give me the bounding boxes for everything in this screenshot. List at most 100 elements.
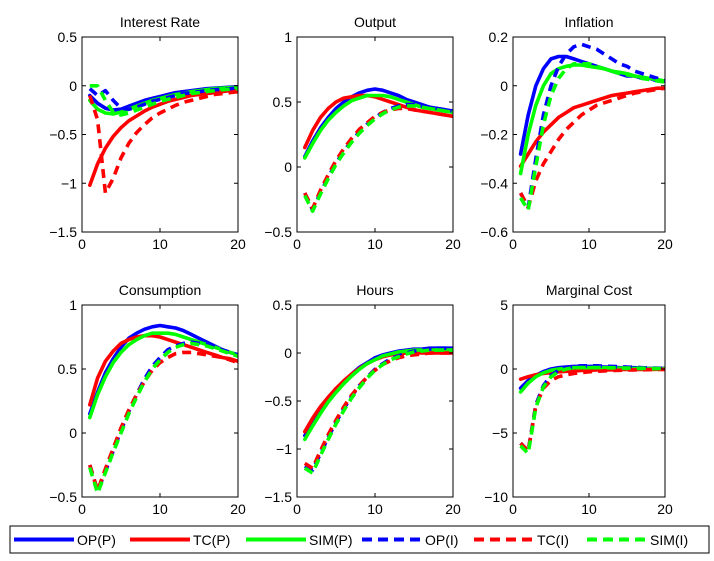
- y-tick-label: −1: [276, 441, 292, 457]
- x-tick-label: 0: [293, 501, 301, 517]
- series-line-sim-i: [519, 365, 665, 456]
- x-tick-label: 0: [78, 501, 86, 517]
- y-tick-label: 1: [69, 297, 77, 313]
- legend-label: TC(P): [193, 532, 230, 548]
- x-tick-label: 20: [230, 236, 246, 252]
- y-tick-label: −0.2: [480, 127, 508, 143]
- series-line-tc-p: [303, 351, 453, 434]
- series-group: [88, 84, 238, 195]
- y-tick-label: 0: [69, 425, 77, 441]
- x-tick-label: 20: [657, 236, 673, 252]
- legend-entry-op-i: OP(I): [362, 532, 458, 548]
- series-line-sim-i: [303, 104, 453, 213]
- y-tick-label: −10: [484, 489, 508, 505]
- plot-frame: [296, 36, 454, 233]
- x-tick-label: 20: [445, 236, 461, 252]
- series-line-tc-i: [519, 86, 665, 210]
- panel-title: Consumption: [119, 282, 202, 298]
- x-tick-label: 0: [509, 236, 517, 252]
- series-line-sim-p: [88, 331, 238, 420]
- y-tick-label: 0: [284, 159, 292, 175]
- series-group: [518, 42, 665, 212]
- panel-title: Marginal Cost: [546, 282, 632, 298]
- series-line-sim-i: [89, 84, 238, 117]
- y-tick-label: −1: [61, 175, 77, 191]
- y-tick-label: −0.5: [264, 393, 292, 409]
- series-line-op-i: [519, 42, 665, 210]
- legend-label: TC(I): [537, 532, 569, 548]
- series-line-op-i: [519, 364, 665, 453]
- y-tick-label: 0.2: [489, 29, 509, 45]
- series-group: [518, 364, 665, 456]
- x-tick-label: 10: [581, 236, 597, 252]
- x-tick-label: 0: [78, 236, 86, 252]
- series-group: [303, 87, 453, 213]
- series-line-op-p: [518, 54, 665, 156]
- series-line-tc-i: [88, 89, 238, 195]
- legend-entry-sim-i: SIM(I): [587, 532, 688, 548]
- panel-title: Output: [354, 14, 396, 30]
- y-tick-label: −1.5: [264, 489, 292, 505]
- legend-entry-tc-p: TC(P): [130, 532, 230, 548]
- y-tick-label: 0: [69, 78, 77, 94]
- y-tick-label: 0.5: [273, 94, 293, 110]
- x-tick-label: 10: [152, 501, 168, 517]
- y-tick-label: −0.4: [480, 175, 508, 191]
- series-line-sim-p: [303, 93, 453, 160]
- x-tick-label: 10: [367, 236, 383, 252]
- y-tick-label: 5: [500, 297, 508, 313]
- series-line-tc-i: [519, 367, 665, 453]
- y-tick-label: −0.5: [264, 224, 292, 240]
- series-group: [303, 346, 453, 475]
- panel-title: Hours: [356, 282, 393, 298]
- legend-label: SIM(P): [309, 532, 353, 548]
- panel-title: Interest Rate: [120, 14, 200, 30]
- y-tick-label: 0: [500, 78, 508, 94]
- x-tick-label: 10: [581, 501, 597, 517]
- legend-entry-op-p: OP(P): [14, 532, 116, 548]
- y-tick-label: −5: [492, 425, 508, 441]
- panel-title: Inflation: [564, 14, 613, 30]
- legend-label: OP(I): [425, 532, 458, 548]
- series-line-sim-i: [519, 62, 665, 212]
- series-line-sim-p: [303, 348, 453, 442]
- y-tick-label: 0.5: [58, 361, 78, 377]
- legend: OP(P) TC(P) SIM(P) OP(I) TC(I) SIM(I): [9, 525, 710, 554]
- y-tick-label: 0: [284, 345, 292, 361]
- x-tick-label: 0: [293, 236, 301, 252]
- series-line-sim-i: [88, 341, 238, 495]
- legend-entry-sim-p: SIM(P): [246, 532, 353, 548]
- y-tick-label: −0.5: [49, 127, 77, 143]
- x-tick-label: 10: [152, 236, 168, 252]
- series-group: [88, 323, 238, 495]
- series-line-tc-i: [303, 351, 453, 470]
- legend-entry-tc-i: TC(I): [474, 532, 569, 548]
- x-tick-label: 20: [657, 501, 673, 517]
- plot-frame: [296, 304, 454, 498]
- y-tick-label: 0: [500, 361, 508, 377]
- plot-frame: [81, 36, 239, 233]
- x-tick-label: 20: [230, 501, 246, 517]
- series-line-tc-i: [303, 106, 453, 211]
- legend-label: SIM(I): [650, 532, 688, 548]
- y-tick-label: 0.5: [58, 29, 78, 45]
- series-line-tc-p: [518, 86, 665, 168]
- y-tick-label: −1.5: [49, 224, 77, 240]
- x-tick-label: 10: [367, 501, 383, 517]
- series-line-op-p: [303, 346, 453, 438]
- y-tick-label: 1: [284, 29, 292, 45]
- y-tick-label: −0.6: [480, 224, 508, 240]
- series-line-tc-i: [88, 350, 238, 493]
- y-tick-label: −0.5: [49, 489, 77, 505]
- series-line-sim-i: [303, 348, 453, 475]
- y-tick-label: 0.5: [273, 297, 293, 313]
- legend-label: OP(P): [77, 532, 116, 548]
